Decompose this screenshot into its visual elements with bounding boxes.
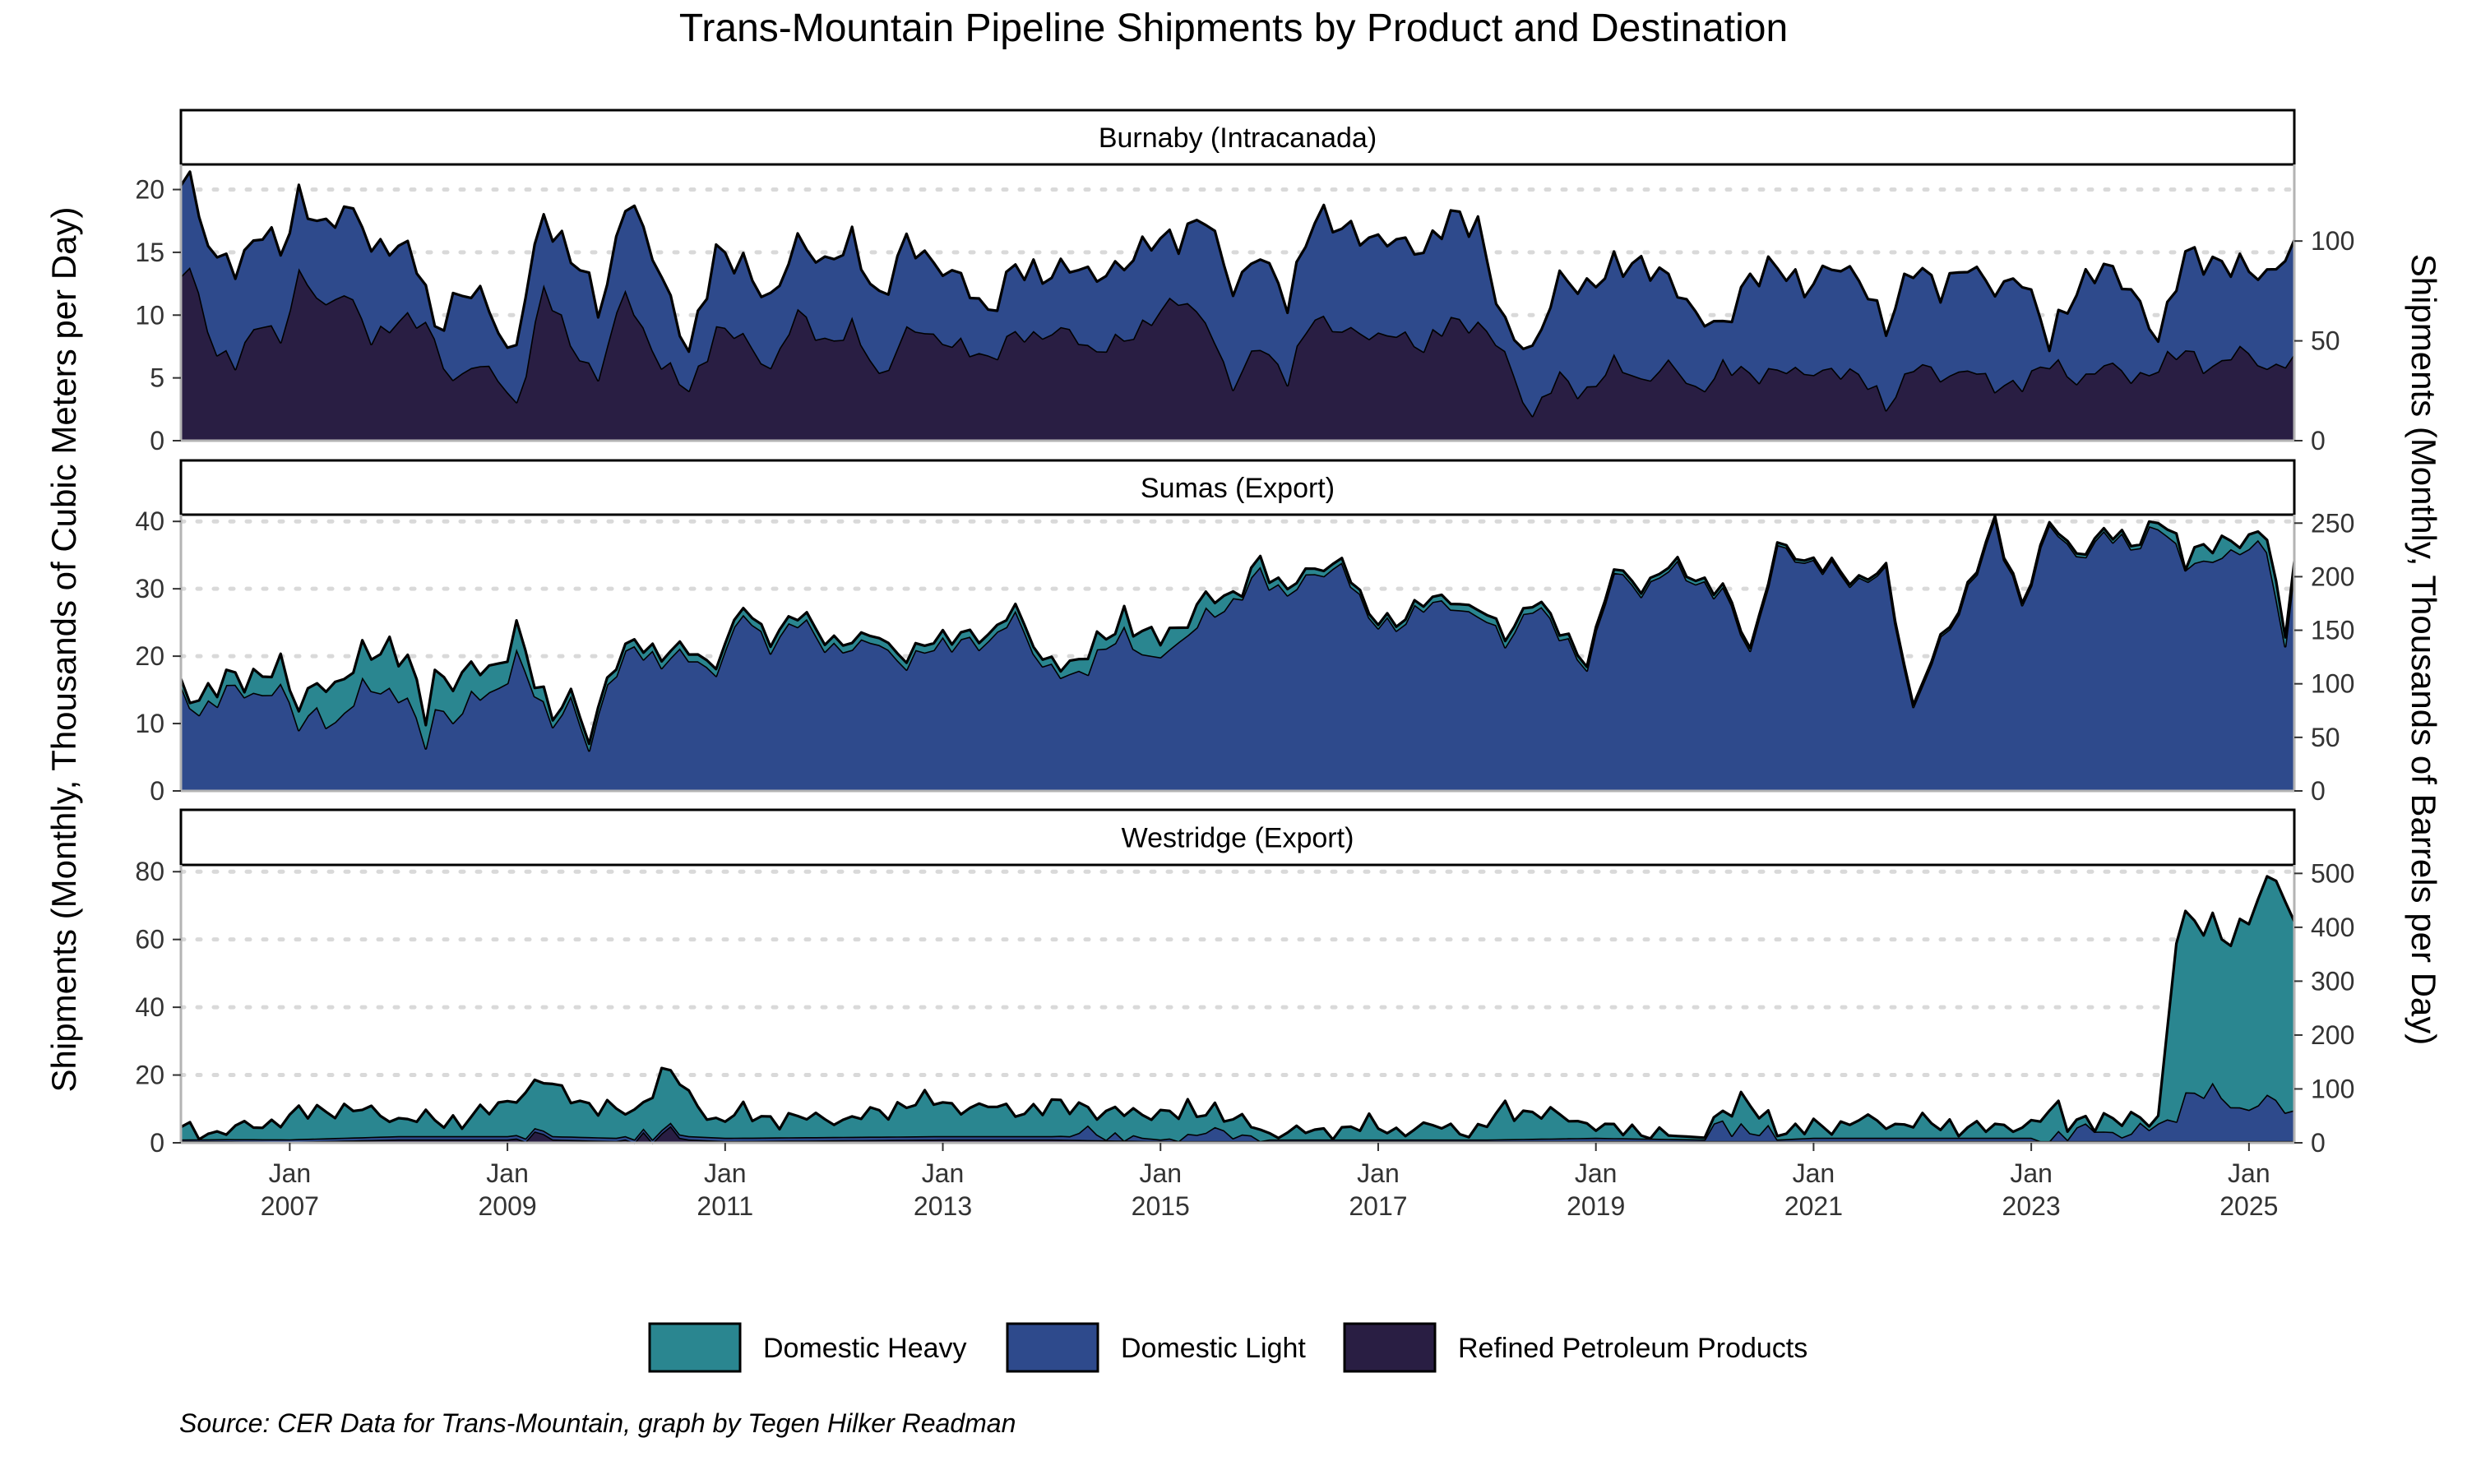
y-tick-label-right: 0	[2311, 776, 2326, 806]
legend-key-domestic-heavy	[648, 1322, 742, 1373]
y-tick-label-left: 10	[135, 300, 164, 330]
x-tick-label-month: Jan	[486, 1158, 529, 1188]
x-tick-label-year: 2023	[2002, 1191, 2061, 1221]
y-tick-label-right: 300	[2311, 966, 2354, 996]
area-refined-petroleum-products	[181, 267, 2294, 441]
y-tick-label-left: 40	[135, 506, 164, 536]
x-tick-label-month: Jan	[1793, 1158, 1835, 1188]
area-outline-domestic-light	[179, 170, 2296, 354]
y-tick-label-left: 60	[135, 925, 164, 955]
x-tick-label-month: Jan	[1575, 1158, 1618, 1188]
x-tick-label-year: 2021	[1784, 1191, 1843, 1221]
y-tick-label-left: 0	[150, 426, 164, 455]
facet-strip	[179, 808, 2296, 867]
x-tick-label-year: 2025	[2219, 1191, 2278, 1221]
y-tick-label-right: 150	[2311, 616, 2354, 645]
y-tick-label-right: 500	[2311, 858, 2354, 888]
y-tick-label-right: 100	[2311, 226, 2354, 256]
legend-label-domestic-heavy: Domestic Heavy	[763, 1333, 967, 1364]
facet-strip-label: Westridge (Export)	[1122, 823, 1354, 854]
facet-strip	[179, 109, 2296, 166]
y-tick-label-right: 0	[2311, 1128, 2326, 1158]
y-tick-label-left: 80	[135, 857, 164, 886]
chart-caption: Source: CER Data for Trans-Mountain, gra…	[179, 1408, 1016, 1438]
y-tick-label-left: 20	[135, 641, 164, 671]
x-tick-label-year: 2009	[478, 1191, 536, 1221]
x-tick-label-month: Jan	[2228, 1158, 2270, 1188]
y-tick-label-right: 50	[2311, 326, 2340, 356]
facet-strip-label: Sumas (Export)	[1141, 473, 1335, 504]
y-tick-label-right: 250	[2311, 508, 2354, 538]
y-tick-label-left: 20	[135, 1061, 164, 1090]
legend-key-refined-petroleum-products	[1343, 1322, 1437, 1373]
x-tick-label-year: 2017	[1349, 1191, 1407, 1221]
y-tick-label-left: 0	[150, 1128, 164, 1158]
y-tick-label-left: 20	[135, 175, 164, 205]
x-axis: Jan2007Jan2009Jan2011Jan2013Jan2015Jan20…	[261, 1143, 2278, 1221]
y-tick-label-right: 100	[2311, 669, 2354, 699]
x-tick-label-year: 2019	[1567, 1191, 1625, 1221]
facet-panel-westridge-export: Westridge (Export) 0 20 40 60 80 0 100 200 300 400…	[135, 808, 2354, 1158]
y-tick-label-right: 0	[2311, 426, 2326, 455]
area-domestic-light	[181, 171, 2294, 416]
y-tick-label-left: 15	[135, 238, 164, 267]
y-tick-label-left: 40	[135, 992, 164, 1022]
y-tick-label-left: 10	[135, 709, 164, 738]
x-tick-label-month: Jan	[704, 1158, 747, 1188]
legend-key-domestic-light	[1006, 1322, 1099, 1373]
x-tick-label-year: 2015	[1132, 1191, 1190, 1221]
area-outline-domestic-heavy	[179, 515, 2296, 746]
x-tick-label-year: 2011	[697, 1191, 753, 1221]
x-tick-label-month: Jan	[1357, 1158, 1400, 1188]
y-tick-label-right: 400	[2311, 913, 2354, 942]
facet-panels: Burnaby (Intracanada)05101520050100Sumas…	[135, 109, 2354, 1158]
facet-panel-burnaby-intracanada: Burnaby (Intracanada) 0 5 10 15 20 0 50 100	[135, 109, 2354, 455]
y-tick-label-right: 200	[2311, 562, 2354, 591]
facet-strip-label: Burnaby (Intracanada)	[1099, 123, 1377, 154]
legend-label-domestic-light: Domestic Light	[1121, 1333, 1306, 1364]
y-tick-label-left: 30	[135, 574, 164, 603]
y-tick-label-right: 50	[2311, 723, 2340, 752]
x-tick-label-year: 2013	[914, 1191, 972, 1221]
y-tick-label-right: 200	[2311, 1020, 2354, 1050]
y-tick-label-left: 0	[150, 776, 164, 806]
x-tick-label-month: Jan	[1139, 1158, 1182, 1188]
legend: Domestic Heavy Domestic Light Refined Petr…	[648, 1322, 1807, 1373]
facet-panel-sumas-export: Sumas (Export) 0 10 20 30 40 0 50 100 150 200 250	[135, 459, 2354, 806]
area-outline-domestic-heavy	[180, 875, 2296, 1141]
y-tick-label-right: 100	[2311, 1074, 2354, 1103]
x-tick-label-month: Jan	[922, 1158, 965, 1188]
x-tick-label-month: Jan	[269, 1158, 312, 1188]
x-tick-label-year: 2007	[261, 1191, 319, 1221]
x-tick-label-month: Jan	[2010, 1158, 2053, 1188]
chart-title: Trans-Mountain Pipeline Shipments by Pro…	[679, 7, 1788, 50]
legend-label-refined-petroleum-products: Refined Petroleum Products	[1458, 1333, 1807, 1364]
y-axis-title-right: Shipments (Monthly, Thousands of Barrels…	[2405, 254, 2443, 1046]
y-tick-label-left: 5	[150, 363, 164, 393]
y-axis-title-left: Shipments (Monthly, Thousands of Cubic M…	[44, 207, 83, 1093]
facet-strip	[179, 459, 2296, 516]
area-domestic-light	[181, 518, 2294, 791]
